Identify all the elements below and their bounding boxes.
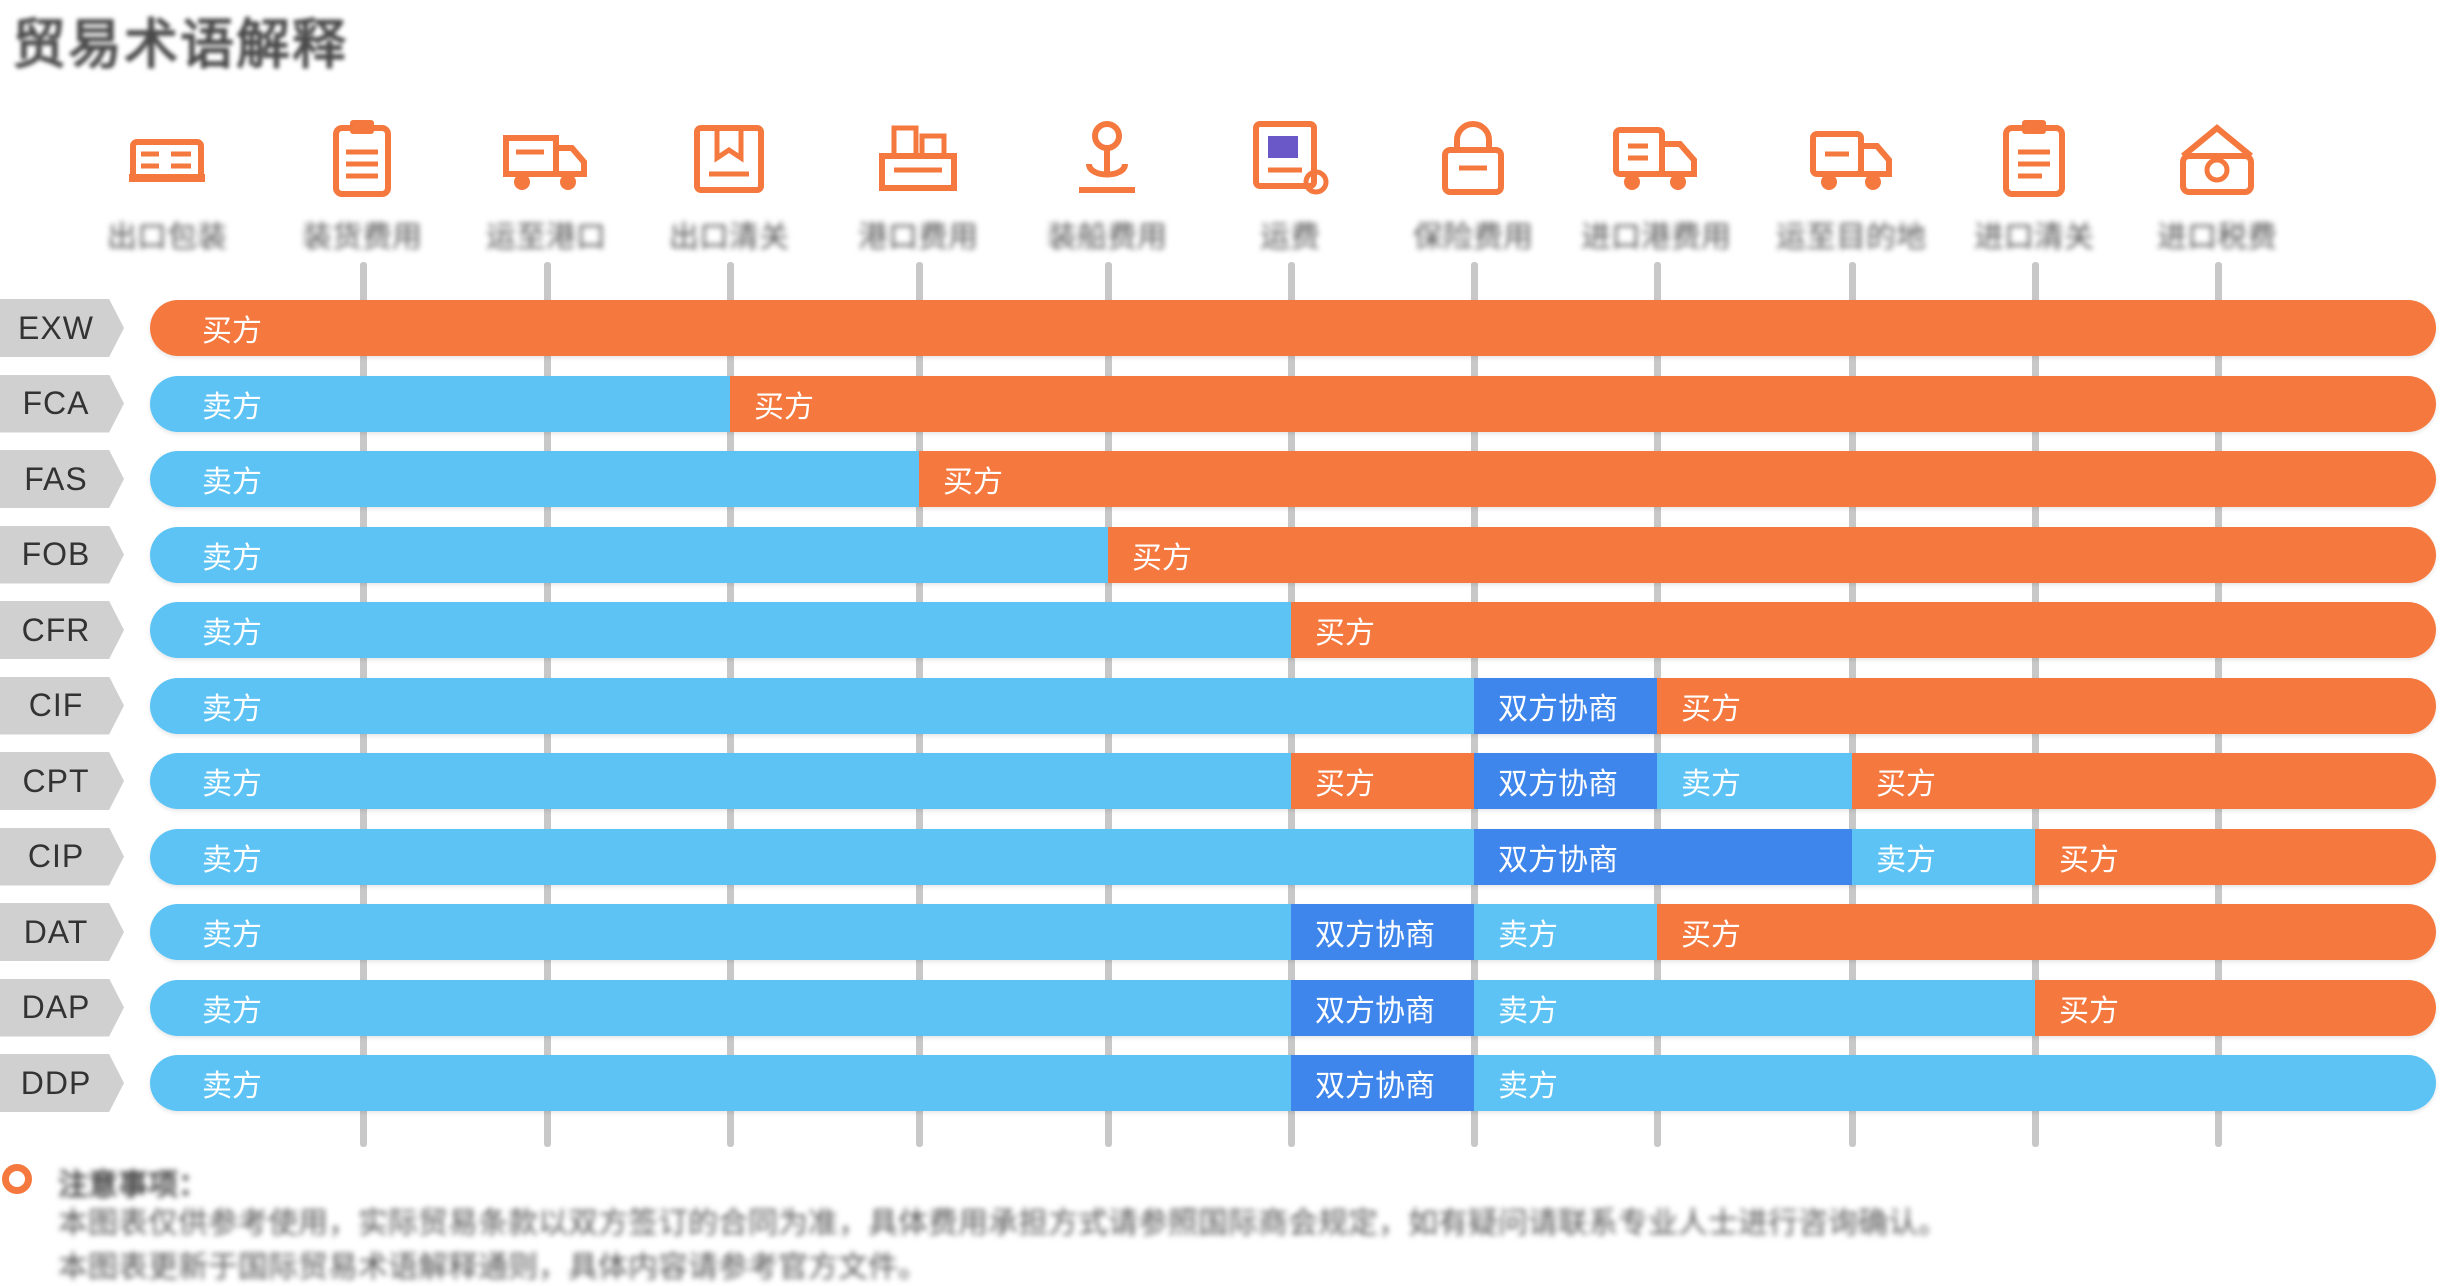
term-label-fca: FCA (0, 374, 124, 433)
seller-segment: 卖方 (150, 526, 1108, 583)
stage-12: 进口税费 (2142, 112, 2292, 262)
import-truck-icon (1608, 112, 1704, 202)
term-bar-cfr: 卖方 买方 (150, 602, 2436, 658)
negotiate-segment: 双方协商 (1291, 904, 1474, 960)
customs-box-icon (681, 112, 777, 202)
stage-5: 港口费用 (843, 112, 993, 262)
seller-segment: 卖方 (150, 753, 1291, 809)
stage-9: 进口港费用 (1581, 112, 1731, 262)
seller-segment: 卖方 (1474, 904, 1657, 960)
seller-segment: 卖方 (150, 677, 1474, 734)
clipboard-icon (314, 112, 410, 202)
term-bar-cpt: 卖方 买方 双方协商 卖方 买方 (150, 753, 2436, 809)
stage-11: 进口清关 (1959, 112, 2109, 262)
stage-1: 出口包装 (92, 112, 242, 262)
buyer-segment: 买方 (1852, 753, 2436, 809)
stage-label: 装船费用 (1047, 220, 1167, 255)
freight-icon (1242, 112, 1338, 202)
term-label-cip: CIP (0, 827, 124, 886)
term-label-ddp: DDP (0, 1054, 124, 1112)
stage-label: 保险费用 (1413, 220, 1533, 255)
term-bar-fca: 卖方 买方 (150, 375, 2436, 432)
insurance-lock-icon (1425, 112, 1521, 202)
seller-segment: 卖方 (1852, 828, 2035, 885)
clearance-doc-icon (1986, 112, 2082, 202)
term-label-fas: FAS (0, 450, 124, 508)
term-bar-dap: 卖方 双方协商 卖方 买方 (150, 979, 2436, 1036)
tax-icon (2169, 112, 2265, 202)
stage-8: 保险费用 (1398, 112, 1548, 262)
stage-10: 运至目的地 (1776, 112, 1926, 262)
term-label-dat: DAT (0, 903, 124, 961)
seller-segment: 卖方 (150, 602, 1291, 658)
stage-label: 进口港费用 (1581, 220, 1731, 255)
negotiate-segment: 双方协商 (1474, 753, 1657, 809)
term-bar-cip: 卖方 双方协商 卖方 买方 (150, 828, 2436, 885)
notes-line-1: 本图表仅供参考使用，实际贸易条款以双方签订的合同为准，具体费用承担方式请参照国际… (58, 1206, 1948, 1241)
term-label-cfr: CFR (0, 601, 124, 659)
notes-line-2: 本图表更新于国际贸易术语解释通则，具体内容请参考官方文件。 (58, 1250, 928, 1285)
buyer-segment: 买方 (2035, 828, 2436, 885)
buyer-segment: 买方 (2035, 979, 2436, 1036)
stage-label: 港口费用 (858, 220, 978, 255)
stage-label: 运至目的地 (1776, 220, 1926, 255)
stage-3: 运至港口 (471, 112, 621, 262)
negotiate-segment: 双方协商 (1291, 979, 1474, 1036)
seller-segment: 卖方 (1474, 1055, 2436, 1111)
stage-4: 出口清关 (654, 112, 804, 262)
buyer-segment: 买方 (1291, 602, 2436, 658)
stage-label: 运至港口 (486, 220, 606, 255)
term-bar-exw: 买方 (150, 300, 2436, 356)
buyer-segment: 买方 (150, 300, 2436, 356)
seller-segment: 卖方 (1474, 979, 2035, 1036)
term-label-cpt: CPT (0, 752, 124, 810)
seller-segment: 卖方 (150, 1055, 1291, 1111)
term-bar-ddp: 卖方 双方协商 卖方 (150, 1055, 2436, 1111)
delivery-truck-icon (1803, 112, 1899, 202)
stage-6: 装船费用 (1032, 112, 1182, 262)
page-title: 贸易术语解释 (12, 13, 348, 76)
term-label-fob: FOB (0, 525, 124, 584)
truck-icon (498, 112, 594, 202)
stage-label: 进口税费 (2157, 220, 2277, 255)
stage-label: 出口清关 (669, 220, 789, 255)
seller-segment: 卖方 (150, 375, 730, 432)
negotiate-segment: 双方协商 (1474, 828, 1852, 885)
stage-label: 出口包装 (107, 220, 227, 255)
term-bar-fob: 卖方 买方 (150, 526, 2436, 583)
term-label-dap: DAP (0, 978, 124, 1037)
buyer-segment: 买方 (919, 451, 2436, 507)
package-icon (119, 112, 215, 202)
ship-loading-icon (1059, 112, 1155, 202)
seller-segment: 卖方 (150, 451, 919, 507)
buyer-segment: 买方 (1108, 526, 2436, 583)
term-label-exw: EXW (0, 299, 124, 357)
negotiate-segment: 双方协商 (1474, 677, 1657, 734)
stage-label: 装货费用 (302, 220, 422, 255)
term-bar-dat: 卖方 双方协商 卖方 买方 (150, 904, 2436, 960)
buyer-segment: 买方 (1657, 904, 2436, 960)
term-label-cif: CIF (0, 676, 124, 735)
buyer-segment: 买方 (1657, 677, 2436, 734)
buyer-segment: 买方 (1291, 753, 1474, 809)
stage-label: 运费 (1260, 220, 1320, 255)
seller-segment: 卖方 (150, 828, 1474, 885)
port-icon (870, 112, 966, 202)
seller-segment: 卖方 (1657, 753, 1852, 809)
seller-segment: 卖方 (150, 904, 1291, 960)
buyer-segment: 买方 (730, 375, 2436, 432)
seller-segment: 卖方 (150, 979, 1291, 1036)
stage-2: 装货费用 (287, 112, 437, 262)
notes-bullet-icon (2, 1164, 32, 1194)
stage-label: 进口清关 (1974, 220, 2094, 255)
notes-heading: 注意事项： (58, 1168, 208, 1203)
term-bar-fas: 卖方 买方 (150, 451, 2436, 507)
term-bar-cif: 卖方 双方协商 买方 (150, 677, 2436, 734)
stage-7: 运费 (1215, 112, 1365, 262)
negotiate-segment: 双方协商 (1291, 1055, 1474, 1111)
